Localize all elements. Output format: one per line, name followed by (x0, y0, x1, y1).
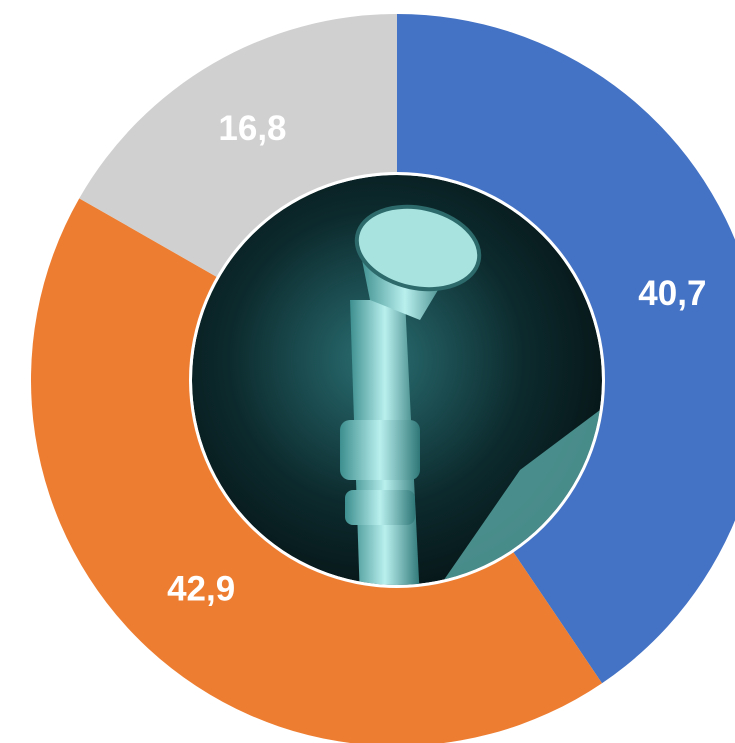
photo-knob (354, 204, 482, 292)
photo-band (340, 420, 420, 480)
labels: 40,7 42,9 16,8 (167, 109, 706, 608)
slices (30, 14, 735, 743)
value-label: 42,9 (167, 569, 235, 608)
value-label: 16,8 (218, 109, 286, 148)
photo-band (345, 490, 415, 525)
slice (397, 14, 735, 684)
value-label: 40,7 (638, 274, 706, 313)
slice (30, 198, 603, 743)
slice (79, 14, 397, 279)
